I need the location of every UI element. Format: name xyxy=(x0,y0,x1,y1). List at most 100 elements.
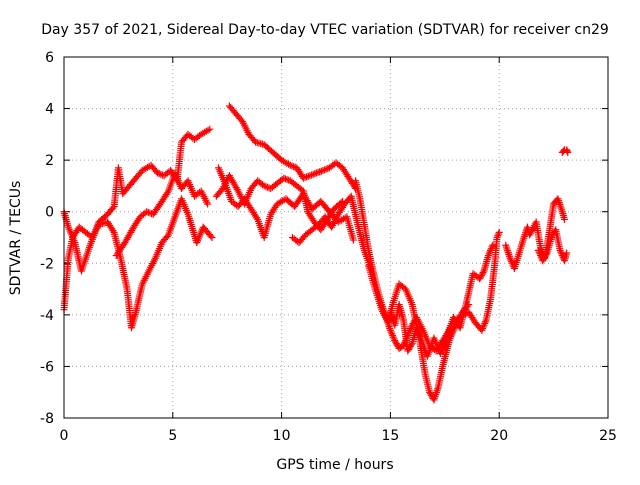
data-point xyxy=(349,236,357,244)
data-point xyxy=(312,169,320,177)
data-point xyxy=(303,173,311,181)
data-point xyxy=(322,165,330,173)
data-point xyxy=(486,248,494,256)
y-tick-label: -4 xyxy=(40,308,54,324)
y-axis-label: SDTVAR / TECUs xyxy=(8,181,24,296)
data-point xyxy=(281,175,289,183)
y-tick-label: -2 xyxy=(40,256,54,272)
data-point xyxy=(316,168,324,176)
data-point xyxy=(493,234,501,241)
data-point xyxy=(207,232,215,240)
data-point xyxy=(299,174,307,182)
data-points xyxy=(60,102,572,404)
data-point xyxy=(290,163,298,171)
data-point xyxy=(253,214,261,222)
grid-lines xyxy=(64,57,608,418)
data-point xyxy=(506,254,514,262)
data-point xyxy=(486,246,494,254)
x-tick-label: 5 xyxy=(168,428,177,444)
data-point xyxy=(206,125,214,133)
data-point xyxy=(560,215,568,223)
data-point xyxy=(309,170,317,178)
data-point xyxy=(485,250,493,258)
data-point xyxy=(389,333,397,341)
data-point xyxy=(155,170,163,178)
y-tick-label: 6 xyxy=(45,50,54,66)
data-point xyxy=(479,323,487,331)
data-point xyxy=(534,246,542,254)
data-point xyxy=(507,256,515,264)
data-point xyxy=(508,258,516,266)
data-point xyxy=(542,251,550,259)
data-point xyxy=(479,269,487,277)
data-point xyxy=(399,342,407,350)
data-point xyxy=(158,171,166,179)
series-trace-h xyxy=(352,177,503,355)
data-point xyxy=(489,241,497,249)
data-point xyxy=(494,230,502,238)
axis-ticks: 0 5 10 15 20 25 -8 -6 -4 -2 0 2 4 6 xyxy=(40,50,617,444)
y-tick-label: -8 xyxy=(40,411,54,427)
data-point xyxy=(413,325,421,333)
data-point xyxy=(478,326,486,334)
data-point xyxy=(260,182,268,190)
data-point xyxy=(556,246,564,254)
data-point xyxy=(321,166,329,174)
data-point xyxy=(564,148,572,156)
data-point xyxy=(487,245,495,253)
data-point xyxy=(109,227,117,235)
series-trace-j xyxy=(386,241,497,360)
data-point xyxy=(319,166,327,174)
data-point xyxy=(311,170,319,178)
data-point xyxy=(163,189,171,197)
data-point xyxy=(495,228,503,236)
x-tick-label: 10 xyxy=(273,428,291,444)
series-trace-l xyxy=(534,226,571,265)
y-tick-label: -6 xyxy=(40,359,54,375)
x-tick-label: 0 xyxy=(60,428,69,444)
data-point xyxy=(262,183,270,191)
data-point xyxy=(308,171,316,179)
data-point xyxy=(416,332,424,340)
data-point xyxy=(481,319,489,327)
data-point xyxy=(415,329,423,337)
x-axis-label: GPS time / hours xyxy=(276,457,393,473)
y-tick-label: 4 xyxy=(45,102,54,118)
data-point xyxy=(413,324,421,332)
data-point xyxy=(480,321,488,329)
data-point xyxy=(154,169,162,177)
series-trace-a xyxy=(60,125,214,275)
data-point xyxy=(536,250,544,258)
x-tick-label: 15 xyxy=(381,428,399,444)
x-tick-label: 20 xyxy=(490,428,508,444)
data-point xyxy=(390,335,398,343)
data-point xyxy=(558,250,566,258)
data-point xyxy=(286,161,294,169)
series-trace-g xyxy=(288,192,375,272)
data-point xyxy=(387,328,395,336)
data-point xyxy=(386,326,394,334)
data-point xyxy=(481,318,489,326)
y-tick-label: 0 xyxy=(45,205,54,221)
data-point xyxy=(488,243,496,251)
series-trace-m xyxy=(558,146,572,156)
data-point xyxy=(563,249,571,257)
data-point xyxy=(208,234,216,241)
data-point xyxy=(233,185,241,193)
data-point xyxy=(280,174,288,182)
plot-border xyxy=(63,56,609,419)
data-point xyxy=(314,168,322,176)
data-point xyxy=(265,184,273,192)
data-point xyxy=(283,175,291,183)
data-point xyxy=(288,162,296,170)
data-point xyxy=(407,341,415,349)
chart-title: Day 357 of 2021, Sidereal Day-to-day VTE… xyxy=(41,22,609,38)
data-point xyxy=(494,232,502,240)
data-point xyxy=(304,172,312,180)
data-point xyxy=(388,330,396,338)
data-point xyxy=(414,327,422,335)
data-point xyxy=(144,208,152,216)
data-point xyxy=(306,172,314,180)
data-point xyxy=(109,204,117,212)
